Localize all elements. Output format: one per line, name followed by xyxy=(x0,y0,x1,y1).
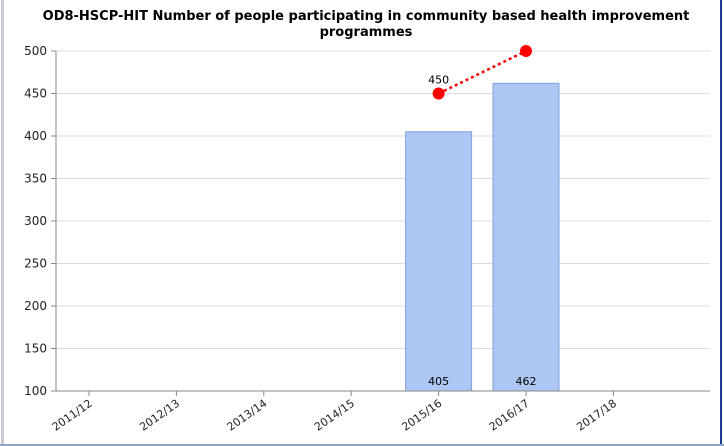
y-tick-label: 150 xyxy=(24,342,47,356)
y-tick-label: 300 xyxy=(24,214,47,228)
x-tick-label: 2011/12 xyxy=(50,397,95,434)
chart-title-line2: programmes xyxy=(320,25,413,40)
y-tick-label: 400 xyxy=(24,129,47,143)
y-tick-label: 450 xyxy=(24,87,47,101)
bar-value-label: 462 xyxy=(516,375,537,388)
x-tick-label: 2017/18 xyxy=(574,397,619,434)
frame-right-border xyxy=(720,0,722,446)
bar-value-label: 405 xyxy=(428,375,449,388)
bar-series: 405 462 xyxy=(405,82,560,392)
x-tick-label: 2016/17 xyxy=(487,397,532,434)
y-tick-label: 250 xyxy=(24,257,47,271)
frame-left-border xyxy=(1,0,4,446)
x-tick-label: 2015/16 xyxy=(399,397,444,434)
line-point xyxy=(432,87,445,100)
x-tick-label: 2012/13 xyxy=(137,397,182,434)
line-point-label: 450 xyxy=(428,74,449,87)
bar xyxy=(405,131,473,392)
line-path xyxy=(438,49,527,95)
gridlines xyxy=(56,50,710,349)
frame-bottom-border xyxy=(0,444,724,446)
chart-title-line1: OD8-HSCP-HIT Number of people participat… xyxy=(43,9,690,24)
y-tick-label: 350 xyxy=(24,172,47,186)
x-tick-label: 2014/15 xyxy=(312,397,357,434)
y-tick-label: 200 xyxy=(24,299,47,313)
line-point xyxy=(520,45,532,57)
x-tick-label: 2013/14 xyxy=(225,397,270,434)
y-tick-label: 500 xyxy=(24,44,47,58)
y-tick-label: 100 xyxy=(24,384,47,398)
bar xyxy=(492,82,560,392)
y-axis: 100 150 200 250 300 350 400 450 500 xyxy=(24,44,57,398)
x-axis: 2011/12 2012/13 2013/14 2014/15 2015/16 2016/… xyxy=(50,390,710,434)
line-series: 450 xyxy=(428,45,532,100)
